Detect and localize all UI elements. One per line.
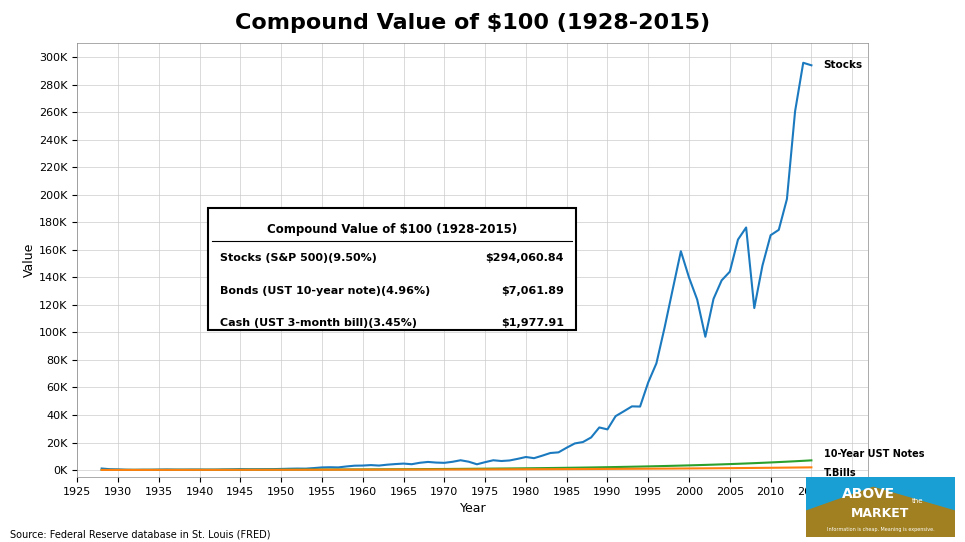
Text: $1,977.91: $1,977.91: [501, 318, 564, 328]
Text: MARKET: MARKET: [851, 507, 910, 520]
Text: $7,061.89: $7,061.89: [501, 286, 564, 295]
Text: T.Bills: T.Bills: [824, 468, 856, 479]
Text: $294,060.84: $294,060.84: [485, 253, 564, 263]
Title: Compound Value of $100 (1928-2015): Compound Value of $100 (1928-2015): [235, 14, 710, 34]
Text: Information is cheap. Meaning is expensive.: Information is cheap. Meaning is expensi…: [827, 527, 934, 532]
Text: Bonds (UST 10-year note)(4.96%): Bonds (UST 10-year note)(4.96%): [220, 286, 429, 295]
Text: 10-Year UST Notes: 10-Year UST Notes: [824, 449, 924, 459]
Polygon shape: [806, 477, 955, 509]
Text: Stocks: Stocks: [824, 60, 863, 70]
Text: Stocks (S&P 500)(9.50%): Stocks (S&P 500)(9.50%): [220, 253, 376, 263]
FancyBboxPatch shape: [207, 208, 576, 330]
Text: ABOVE: ABOVE: [842, 487, 896, 501]
Text: the: the: [912, 498, 924, 504]
FancyBboxPatch shape: [806, 477, 955, 537]
Text: Source: Federal Reserve database in St. Louis (FRED): Source: Federal Reserve database in St. …: [10, 530, 270, 539]
X-axis label: Year: Year: [459, 502, 486, 515]
Text: Compound Value of $100 (1928-2015): Compound Value of $100 (1928-2015): [266, 223, 517, 236]
Y-axis label: Value: Value: [23, 243, 37, 278]
Text: Cash (UST 3-month bill)(3.45%): Cash (UST 3-month bill)(3.45%): [220, 318, 417, 328]
